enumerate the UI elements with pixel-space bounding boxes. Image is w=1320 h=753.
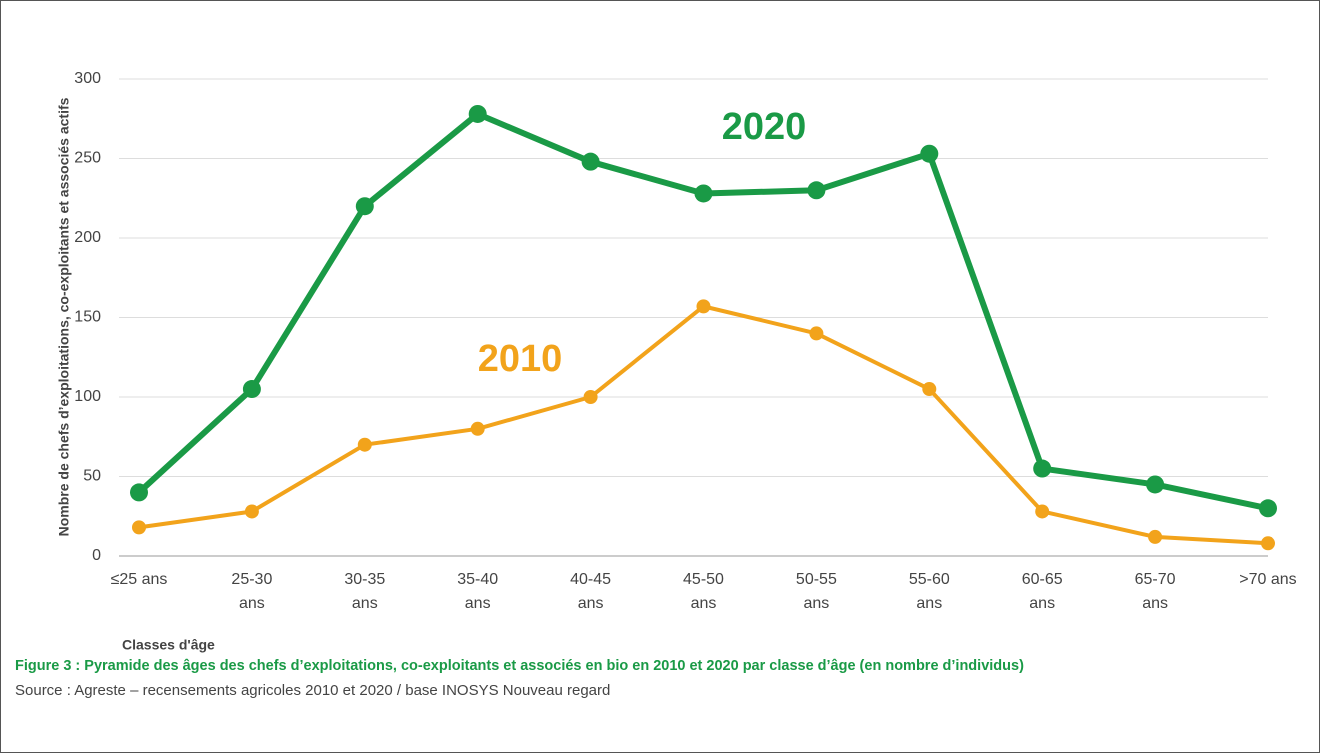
data-point bbox=[242, 380, 261, 399]
data-point bbox=[809, 326, 824, 341]
y-tick-label: 100 bbox=[74, 388, 101, 405]
y-axis-label: Nombre de chefs d’exploitations, co-expl… bbox=[56, 97, 72, 536]
source: Source : Agreste – recensements agricole… bbox=[15, 682, 611, 699]
x-tick-label: 50-55 ans bbox=[795, 571, 837, 612]
y-tick-label: 200 bbox=[74, 229, 101, 246]
y-tick-label: 250 bbox=[74, 150, 101, 167]
data-point bbox=[470, 421, 485, 436]
x-tick-label: 45-50 ans bbox=[683, 571, 724, 612]
data-point bbox=[468, 104, 487, 123]
data-point bbox=[920, 144, 939, 163]
y-tick-label: 150 bbox=[74, 309, 101, 326]
x-tick-label: 65-70 ans bbox=[1134, 571, 1176, 612]
data-point bbox=[696, 299, 711, 314]
data-point bbox=[1259, 499, 1277, 518]
data-point bbox=[355, 197, 374, 216]
data-point bbox=[1033, 459, 1052, 478]
data-point bbox=[694, 184, 713, 203]
data-point bbox=[357, 437, 372, 452]
data-point bbox=[1146, 475, 1165, 494]
data-point bbox=[922, 382, 937, 397]
x-tick-label: ≤25 ans bbox=[110, 571, 168, 588]
x-tick-label: 35-40 ans bbox=[457, 571, 499, 612]
x-axis-label: Classes d'âge bbox=[122, 637, 215, 653]
data-point bbox=[1035, 504, 1050, 519]
series-label: 2010 bbox=[478, 338, 563, 380]
data-point bbox=[583, 390, 598, 404]
data-point bbox=[130, 483, 148, 502]
x-tick-label: >70 ans bbox=[1239, 571, 1297, 588]
data-point bbox=[244, 504, 259, 519]
x-tick-label: 40-45 ans bbox=[570, 571, 612, 612]
y-tick-label: 0 bbox=[92, 547, 101, 564]
y-tick-label: 50 bbox=[83, 468, 101, 485]
series-label: 2020 bbox=[722, 106, 807, 148]
data-point bbox=[132, 520, 146, 535]
series-line bbox=[138, 304, 1269, 546]
data-point bbox=[807, 181, 826, 200]
x-tick-label: 60-65 ans bbox=[1021, 571, 1063, 612]
caption: Figure 3 : Pyramide des âges des chefs d… bbox=[15, 658, 1024, 674]
data-point bbox=[1261, 536, 1275, 551]
x-tick-label: 30-35 ans bbox=[344, 571, 386, 612]
x-tick-label: 55-60 ans bbox=[908, 571, 950, 612]
data-point bbox=[1148, 529, 1163, 544]
data-point bbox=[581, 152, 600, 171]
x-tick-label: 25-30 ans bbox=[231, 571, 273, 612]
y-tick-label: 300 bbox=[74, 70, 101, 87]
